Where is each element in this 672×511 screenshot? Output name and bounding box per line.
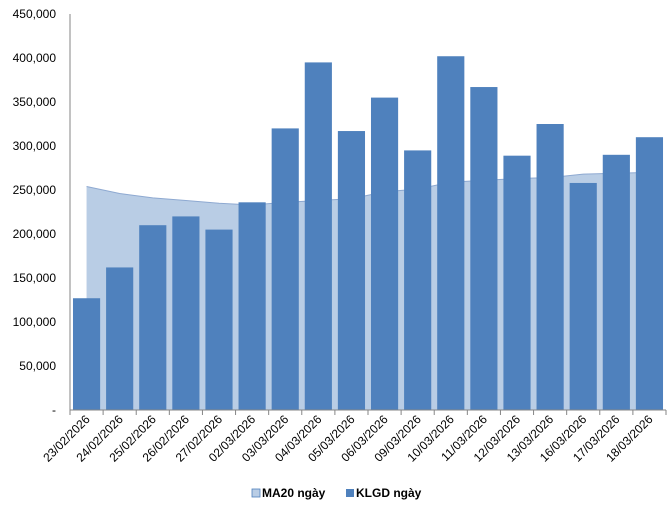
bar-23/02/2026 (72, 298, 101, 410)
bar-24/02/2026 (106, 267, 134, 410)
y-tick-label: 200,000 (13, 227, 57, 241)
y-tick-label: 100,000 (13, 315, 57, 329)
ma20-area (86, 172, 650, 410)
x-tick-labels: 23/02/202624/02/202625/02/202626/02/2026… (40, 412, 655, 465)
y-tick-label: 450,000 (13, 7, 57, 21)
y-tick-label: 250,000 (13, 183, 57, 197)
bar-16/03/2026 (569, 182, 597, 410)
bar-03/03/2026 (271, 128, 299, 410)
bar-17/03/2026 (602, 154, 630, 410)
bar-13/03/2026 (536, 124, 564, 410)
y-tick-label: 300,000 (13, 139, 57, 153)
y-tick-label: 400,000 (13, 51, 57, 65)
bar-05/03/2026 (337, 131, 366, 411)
y-tick-label: 50,000 (19, 359, 56, 373)
bar-11/03/2026 (470, 87, 498, 410)
bar-layer (72, 56, 664, 411)
legend-label-ma20: MA20 ngày (262, 486, 326, 500)
legend-label-klgd: KLGD ngày (356, 486, 422, 500)
bar-04/03/2026 (304, 62, 332, 411)
bar-02/03/2026 (238, 202, 266, 410)
y-tick-label: 350,000 (13, 95, 57, 109)
bar-26/02/2026 (172, 216, 200, 410)
bar-10/03/2026 (437, 56, 465, 411)
y-tick-label: - (52, 403, 56, 417)
legend-swatch-klgd (346, 489, 354, 497)
legend: MA20 ngày KLGD ngày (251, 486, 422, 500)
y-tick-label: 150,000 (13, 271, 57, 285)
bar-12/03/2026 (503, 155, 531, 410)
legend-swatch-ma20 (251, 488, 261, 498)
bar-27/02/2026 (205, 229, 233, 410)
bar-25/02/2026 (139, 225, 167, 410)
y-tick-labels: - 50,000 100,000 150,000 200,000 250,000 300,0… (13, 7, 57, 417)
bar-18/03/2026 (635, 137, 664, 410)
bar-06/03/2026 (370, 97, 399, 410)
axis-layer (69, 14, 667, 415)
bar-09/03/2026 (404, 150, 432, 410)
ma20-area-layer (86, 171, 650, 410)
